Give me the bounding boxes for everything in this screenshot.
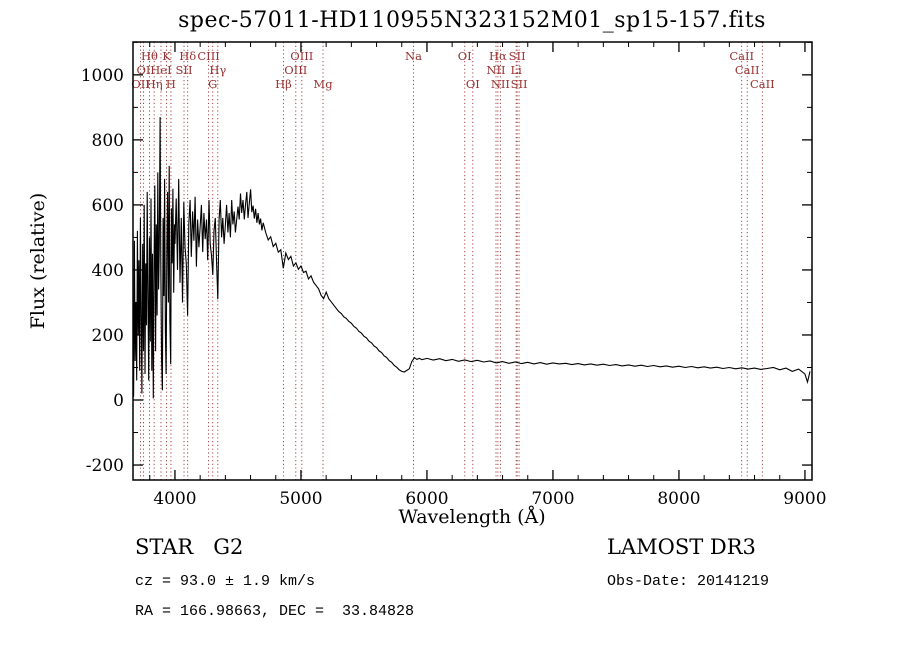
spectral-line-label: Hβ — [275, 77, 292, 91]
spectral-line-label: Li — [510, 63, 522, 77]
survey-label: LAMOST DR3 — [607, 535, 756, 559]
obs-date: Obs-Date: 20141219 — [607, 573, 770, 590]
spectral-line-label: H — [166, 77, 176, 91]
spectral-line-label: Hα — [489, 49, 507, 63]
spectral-line-label: NII — [486, 63, 505, 77]
spectral-line-label: SII — [511, 77, 528, 91]
spectral-line-label: OIII — [284, 63, 307, 77]
spectral-line-label: CaII — [729, 49, 754, 63]
spectral-line-label: OI — [458, 49, 472, 63]
y-tick-label: -200 — [86, 456, 124, 476]
x-tick-label: 5000 — [279, 489, 322, 509]
plot-title: spec-57011-HD110955N323152M01_sp15-157.f… — [178, 8, 766, 33]
y-tick-label: 800 — [92, 131, 124, 151]
spectral-line-label: OIII — [290, 49, 313, 63]
spectral-line-label: HeI — [150, 63, 171, 77]
x-axis-label: Wavelength (Å) — [398, 506, 546, 528]
y-tick-label: 0 — [113, 391, 124, 411]
cz-value: cz = 93.0 ± 1.9 km/s — [135, 573, 316, 590]
spectral-line-label: OI — [136, 63, 150, 77]
spectral-line-label: SII — [176, 63, 193, 77]
spectral-line-label: Hδ — [179, 49, 196, 63]
coordinates: RA = 166.98663, DEC = 33.84828 — [135, 603, 415, 620]
spectral-line-label: OII — [131, 77, 150, 91]
spectral-line-label: Mg — [313, 77, 333, 91]
spectral-line-label: CaII — [750, 77, 775, 91]
spectral-line-label: CaII — [735, 63, 760, 77]
y-tick-label: 200 — [92, 326, 124, 346]
x-tick-label: 4000 — [153, 489, 196, 509]
spectral-line-label: Na — [405, 49, 422, 63]
spectral-line-label: Hθ — [141, 49, 158, 63]
spectrum-trace — [133, 117, 811, 399]
axes-box — [132, 41, 813, 481]
y-tick-label: 1000 — [81, 66, 124, 86]
spectral-line-label: K — [162, 49, 171, 63]
spectral-line-label: OI — [466, 77, 480, 91]
x-tick-label: 8000 — [657, 489, 700, 509]
spectral-line-label: Hη — [146, 77, 163, 91]
x-tick-label: 6000 — [405, 489, 448, 509]
y-tick-label: 400 — [92, 261, 124, 281]
x-tick-label: 9000 — [783, 489, 826, 509]
spectral-line-label: SII — [509, 49, 526, 63]
y-axis-label: Flux (relative) — [27, 192, 49, 330]
x-tick-label: 7000 — [531, 489, 574, 509]
spectral-line-label: CIII — [197, 49, 219, 63]
spectral-line-label: G — [208, 77, 217, 91]
y-tick-label: 600 — [92, 196, 124, 216]
object-class-label: STAR G2 — [135, 535, 244, 559]
spectral-line-label: Hγ — [209, 63, 226, 77]
spectral-line-label: NII — [491, 77, 510, 91]
